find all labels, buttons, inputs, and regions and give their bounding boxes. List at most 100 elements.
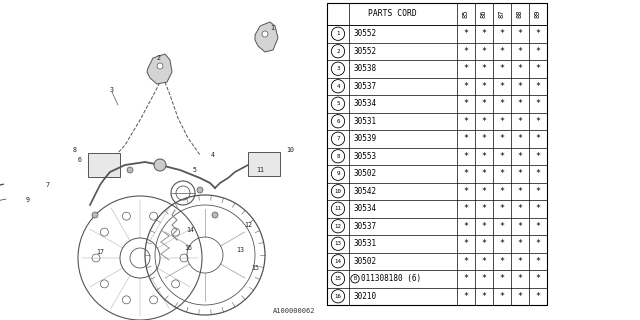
Circle shape — [127, 167, 133, 173]
Text: B: B — [353, 276, 356, 281]
Text: 4: 4 — [336, 84, 340, 89]
Text: *: * — [481, 204, 486, 213]
Text: *: * — [481, 169, 486, 178]
Text: 10: 10 — [286, 147, 294, 153]
Text: *: * — [536, 257, 541, 266]
Text: 86: 86 — [481, 10, 487, 18]
Text: 30534: 30534 — [353, 204, 376, 213]
Text: *: * — [463, 64, 468, 73]
Text: *: * — [481, 187, 486, 196]
Text: *: * — [499, 169, 504, 178]
Text: *: * — [463, 204, 468, 213]
Text: *: * — [518, 204, 522, 213]
Polygon shape — [147, 54, 172, 84]
Text: 6: 6 — [336, 119, 340, 124]
Text: *: * — [518, 239, 522, 248]
Text: *: * — [536, 134, 541, 143]
Text: *: * — [518, 82, 522, 91]
Text: *: * — [463, 292, 468, 301]
Text: 30534: 30534 — [353, 99, 376, 108]
Text: 30538: 30538 — [353, 64, 376, 73]
Text: 13: 13 — [236, 247, 244, 253]
Text: 14: 14 — [335, 259, 342, 264]
Text: *: * — [518, 274, 522, 283]
Text: *: * — [481, 29, 486, 38]
Text: *: * — [518, 134, 522, 143]
Text: 30531: 30531 — [353, 239, 376, 248]
Text: 11: 11 — [256, 167, 264, 173]
Text: 30531: 30531 — [353, 117, 376, 126]
Text: *: * — [518, 117, 522, 126]
Circle shape — [157, 63, 163, 69]
Text: 85: 85 — [463, 10, 469, 18]
Text: *: * — [518, 64, 522, 73]
Text: 1: 1 — [336, 31, 340, 36]
Text: 9: 9 — [336, 171, 340, 176]
Text: *: * — [463, 274, 468, 283]
Text: *: * — [499, 152, 504, 161]
Text: *: * — [481, 292, 486, 301]
Text: 17: 17 — [96, 249, 104, 255]
Text: 89: 89 — [535, 10, 541, 18]
Text: 15: 15 — [335, 276, 342, 281]
Text: 7: 7 — [46, 182, 50, 188]
Text: *: * — [536, 99, 541, 108]
Text: 30537: 30537 — [353, 82, 376, 91]
Text: *: * — [499, 257, 504, 266]
Text: 8: 8 — [73, 147, 77, 153]
Text: *: * — [481, 274, 486, 283]
Text: *: * — [536, 152, 541, 161]
Text: *: * — [518, 169, 522, 178]
Text: *: * — [499, 204, 504, 213]
Text: *: * — [518, 152, 522, 161]
Text: *: * — [518, 292, 522, 301]
Text: 30502: 30502 — [353, 169, 376, 178]
Text: 4: 4 — [211, 152, 215, 158]
Text: 1: 1 — [270, 25, 274, 31]
Text: *: * — [499, 64, 504, 73]
Text: *: * — [518, 47, 522, 56]
Text: *: * — [518, 187, 522, 196]
Text: 10: 10 — [335, 189, 342, 194]
Text: 16: 16 — [335, 294, 342, 299]
Bar — [327, 3, 547, 305]
Text: *: * — [536, 169, 541, 178]
Text: PARTS CORD: PARTS CORD — [367, 10, 417, 19]
Text: *: * — [536, 222, 541, 231]
Text: *: * — [463, 117, 468, 126]
Text: *: * — [463, 29, 468, 38]
Text: *: * — [518, 29, 522, 38]
Text: *: * — [536, 47, 541, 56]
Text: *: * — [536, 29, 541, 38]
Text: *: * — [463, 134, 468, 143]
Text: *: * — [499, 134, 504, 143]
Text: *: * — [536, 64, 541, 73]
Bar — [248, 152, 280, 176]
Text: *: * — [481, 134, 486, 143]
Text: 30539: 30539 — [353, 134, 376, 143]
Text: *: * — [463, 99, 468, 108]
Text: *: * — [499, 99, 504, 108]
Text: *: * — [536, 187, 541, 196]
Text: 30552: 30552 — [353, 29, 376, 38]
Bar — [88, 153, 120, 177]
Text: *: * — [481, 239, 486, 248]
Text: *: * — [499, 47, 504, 56]
Text: *: * — [536, 82, 541, 91]
Text: *: * — [463, 257, 468, 266]
Text: *: * — [481, 47, 486, 56]
Text: 5: 5 — [193, 167, 197, 173]
Text: *: * — [499, 117, 504, 126]
Text: *: * — [499, 274, 504, 283]
Text: 8: 8 — [336, 154, 340, 159]
Text: 9: 9 — [26, 197, 30, 203]
Text: 3: 3 — [336, 66, 340, 71]
Text: 11: 11 — [335, 206, 342, 211]
Text: 87: 87 — [499, 10, 505, 18]
Text: 6: 6 — [78, 157, 82, 163]
Text: *: * — [499, 239, 504, 248]
Text: *: * — [536, 204, 541, 213]
Text: *: * — [481, 82, 486, 91]
Text: 2: 2 — [156, 55, 160, 61]
Text: 16: 16 — [184, 245, 192, 251]
